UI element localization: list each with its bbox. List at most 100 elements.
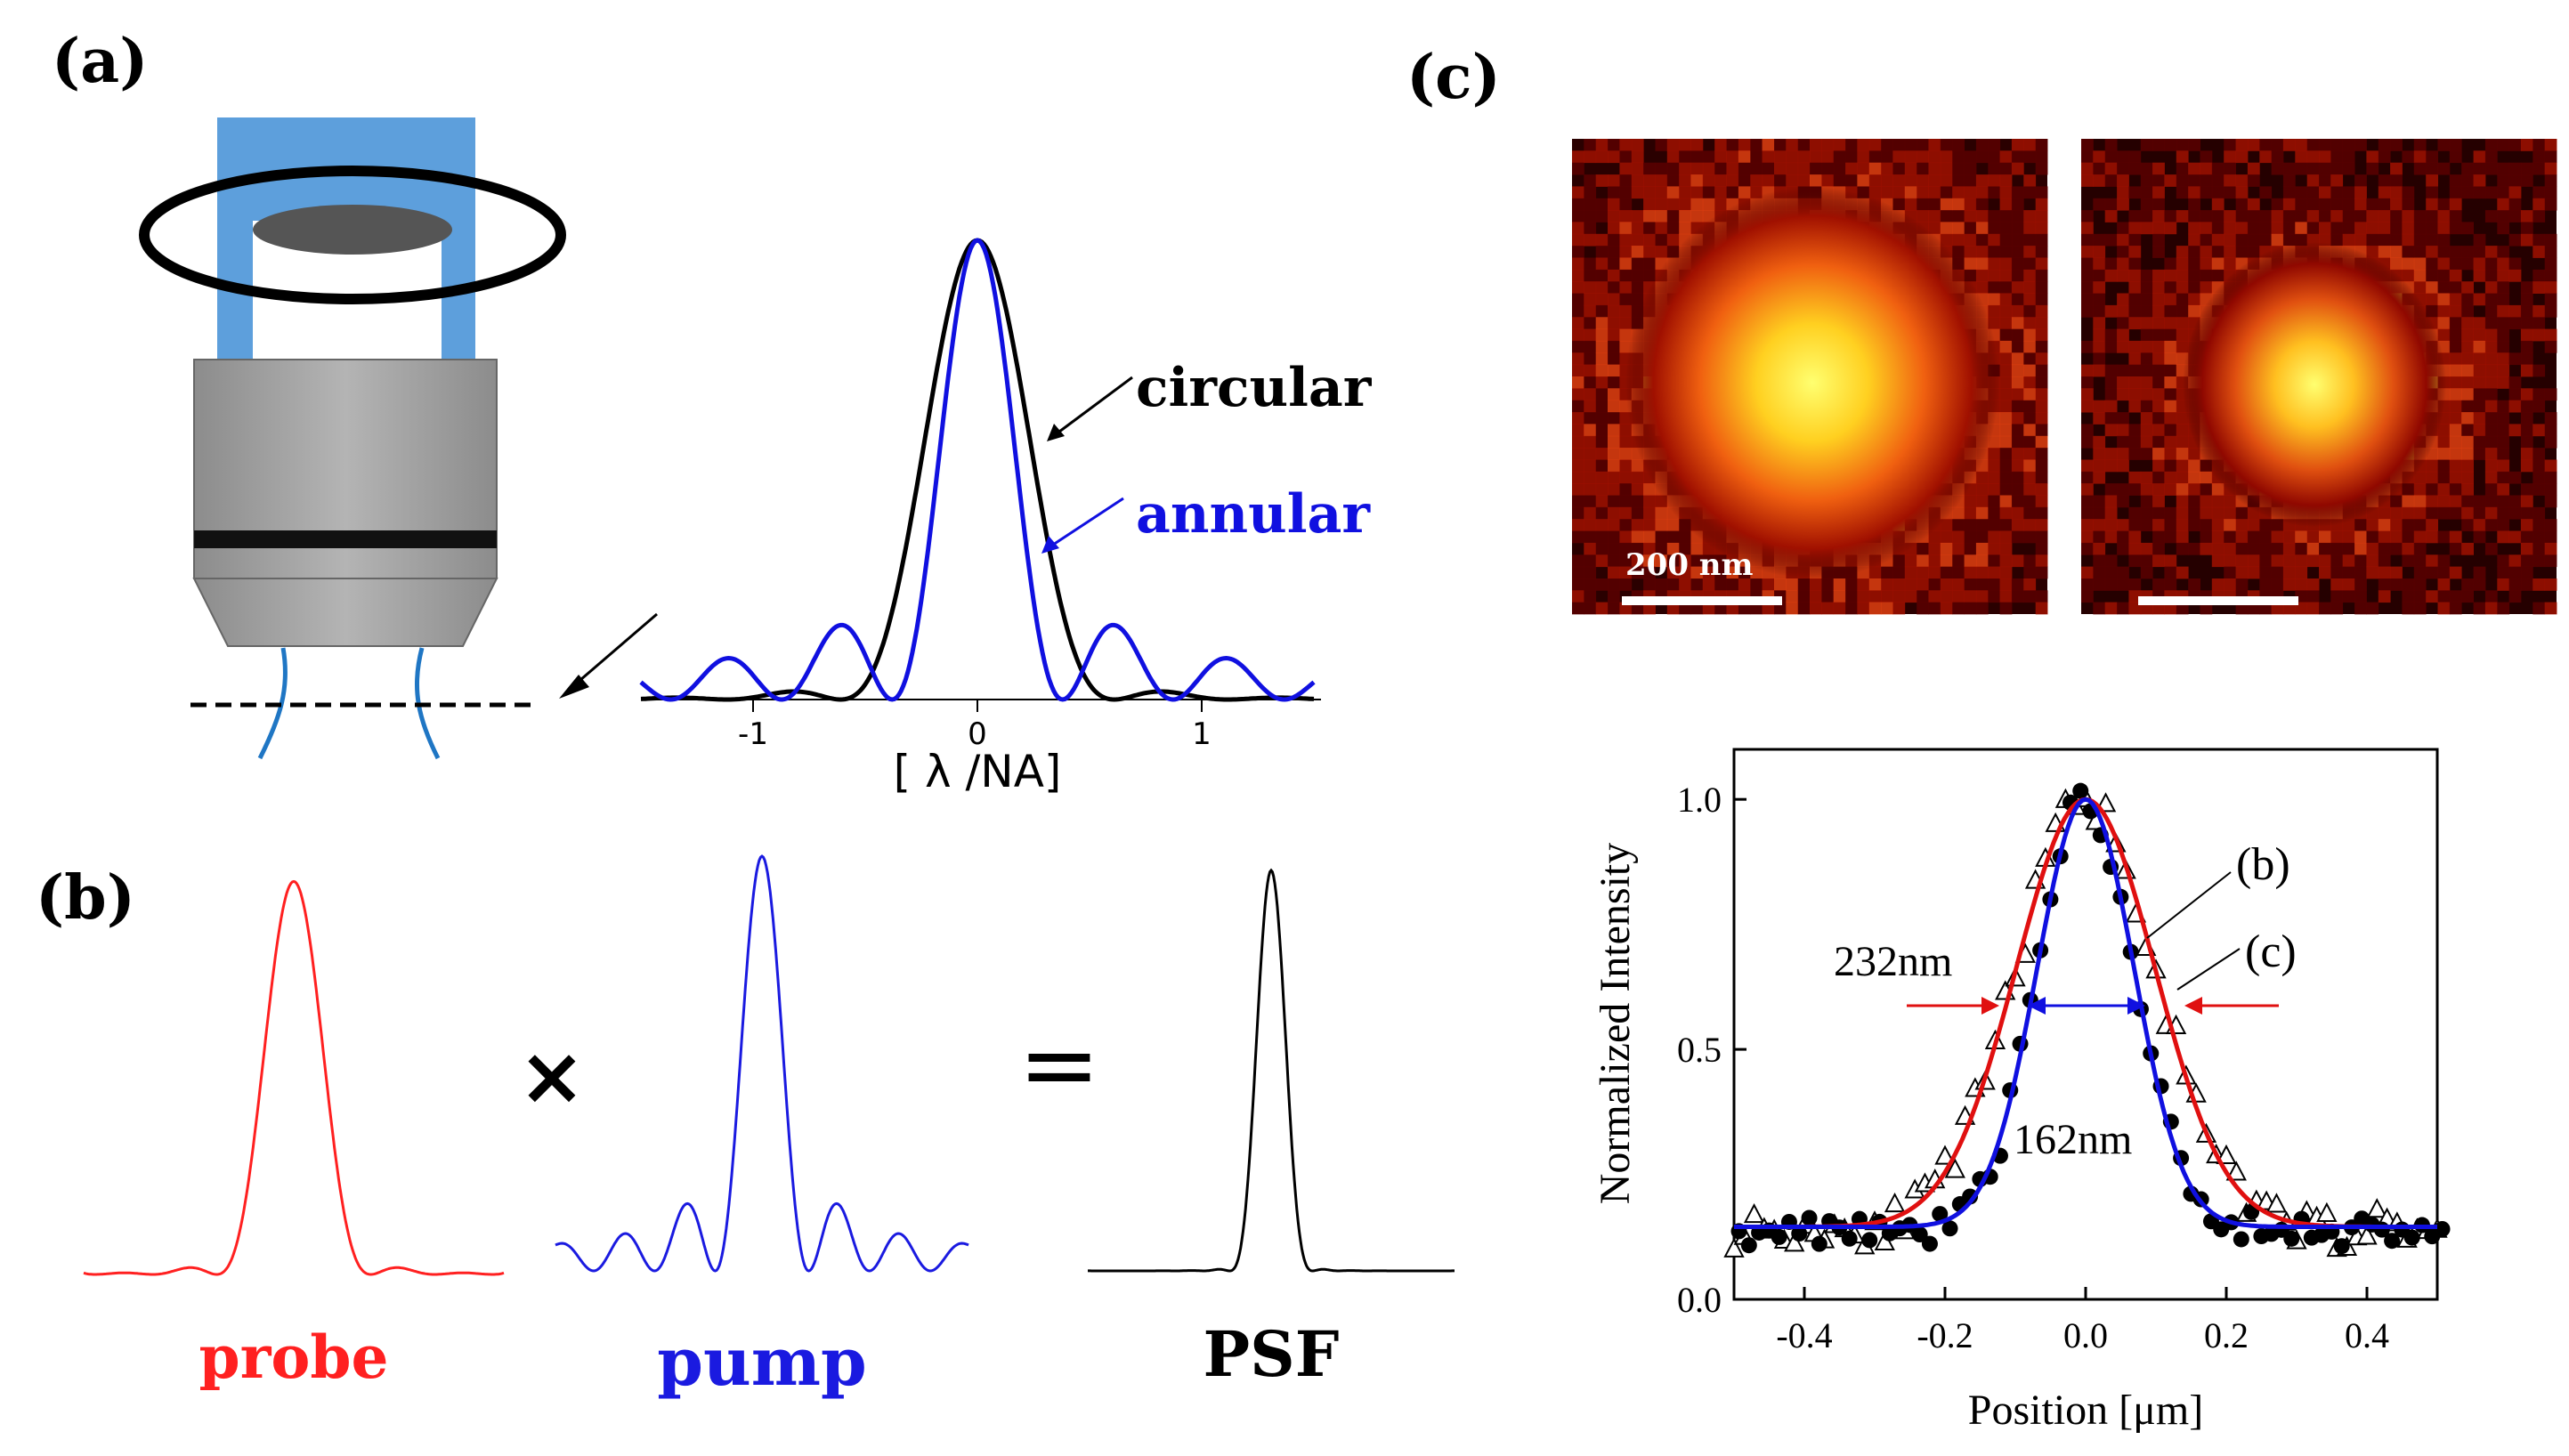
- image-pixel: [1619, 424, 1633, 437]
- image-pixel: [2461, 317, 2474, 330]
- image-pixel: [2176, 293, 2189, 306]
- image-pixel: [2508, 233, 2522, 247]
- image-pixel: [1666, 530, 1680, 544]
- image-pixel: [2023, 495, 2037, 508]
- image-pixel: [2011, 257, 2024, 271]
- image-pixel: [2140, 352, 2153, 366]
- image-pixel: [1619, 186, 1633, 199]
- image-pixel: [1608, 435, 1620, 449]
- image-pixel: [1595, 435, 1609, 449]
- image-pixel: [2306, 174, 2320, 187]
- image-pixel: [2342, 150, 2355, 164]
- image-pixel: [1655, 162, 1668, 175]
- image-pixel: [2128, 448, 2142, 460]
- image-pixel: [1975, 186, 1989, 199]
- image-pixel: [2023, 304, 2037, 318]
- image-pixel: [2484, 317, 2498, 330]
- image-pixel: [2247, 519, 2260, 531]
- image-pixel: [1631, 269, 1644, 282]
- image-pixel: [2211, 495, 2225, 508]
- image-pixel: [1631, 566, 1644, 579]
- image-pixel: [2533, 139, 2546, 151]
- image-pixel: [1608, 186, 1620, 199]
- image-pixel: [2378, 530, 2391, 544]
- image-pixel: [2473, 364, 2486, 377]
- image-pixel: [2224, 257, 2236, 271]
- image-pixel: [1999, 459, 2013, 473]
- image-pixel: [2461, 304, 2474, 318]
- image-pixel: [2128, 222, 2142, 235]
- focal-plane-arrow-head: [559, 675, 589, 699]
- image-pixel: [1904, 198, 1917, 211]
- image-pixel: [2117, 519, 2129, 531]
- image-pixel: [2544, 139, 2557, 151]
- image-pixel: [1797, 590, 1811, 603]
- image-pixel: [1904, 139, 1917, 151]
- image-pixel: [2023, 483, 2037, 496]
- image-pixel: [2520, 459, 2533, 473]
- image-pixel: [2011, 483, 2024, 496]
- image-pixel: [2378, 246, 2391, 258]
- triangle-marker: [2225, 1161, 2247, 1181]
- image-pixel: [2342, 139, 2355, 151]
- image-pixel: [1679, 554, 1691, 568]
- image-pixel: [2011, 554, 2024, 568]
- image-pixel: [2484, 412, 2498, 425]
- image-pixel: [1810, 174, 1822, 187]
- image-pixel: [1643, 519, 1656, 531]
- image-pixel: [2520, 364, 2533, 377]
- image-pixel: [1988, 233, 2001, 247]
- image-pixel: [1964, 222, 1977, 235]
- image-pixel: [2449, 222, 2462, 235]
- image-pixel: [2235, 542, 2249, 555]
- image-pixel: [1999, 269, 2013, 282]
- annular-profile-curve: [639, 238, 1316, 702]
- image-pixel: [2188, 542, 2200, 555]
- image-pixel: [2093, 293, 2106, 306]
- image-pixel: [2081, 506, 2094, 520]
- image-pixel: [1595, 304, 1609, 318]
- image-pixel: [2188, 246, 2200, 258]
- image-pixel: [2461, 376, 2474, 389]
- image-pixel: [1774, 602, 1787, 615]
- image-pixel: [2533, 317, 2546, 330]
- image-pixel: [2413, 602, 2427, 615]
- image-pixel: [1619, 448, 1633, 460]
- image-pixel: [1690, 198, 1704, 211]
- image-pixel: [2035, 210, 2048, 222]
- image-pixel: [2390, 530, 2403, 544]
- image-pixel: [2176, 186, 2189, 199]
- image-pixel: [2259, 210, 2273, 222]
- plot-x-tick-label: 0.4: [2345, 1315, 2389, 1355]
- image-pixel: [2497, 139, 2510, 151]
- image-pixel: [2176, 471, 2189, 484]
- plot-y-axis-label: Normalized Intensity: [1592, 843, 1639, 1205]
- image-pixel: [2104, 448, 2118, 460]
- image-pixel: [1608, 578, 1620, 591]
- image-pixel: [2176, 210, 2189, 222]
- image-pixel: [1643, 186, 1656, 199]
- image-pixel: [1608, 281, 1620, 294]
- image-pixel: [2140, 186, 2153, 199]
- image-pixel: [2035, 435, 2048, 449]
- image-pixel: [2484, 424, 2498, 437]
- image-pixel: [2497, 519, 2510, 531]
- image-pixel: [2152, 448, 2165, 460]
- image-pixel: [1975, 150, 1989, 164]
- image-pixel: [1690, 174, 1704, 187]
- image-pixel: [2035, 328, 2048, 342]
- image-pixel: [2104, 304, 2118, 318]
- image-pixel: [1952, 186, 1965, 199]
- image-pixel: [1608, 459, 1620, 473]
- image-pixel: [2128, 376, 2142, 389]
- image-pixel: [2011, 210, 2024, 222]
- image-pixel: [2247, 162, 2260, 175]
- image-pixel: [2413, 554, 2427, 568]
- image-pixel: [2152, 304, 2165, 318]
- triangle-marker: [1944, 1158, 1965, 1178]
- image-pixel: [1643, 222, 1656, 235]
- image-pixel: [1608, 174, 1620, 187]
- image-pixel: [2533, 269, 2546, 282]
- image-pixel: [2035, 495, 2048, 508]
- image-pixel: [1643, 198, 1656, 211]
